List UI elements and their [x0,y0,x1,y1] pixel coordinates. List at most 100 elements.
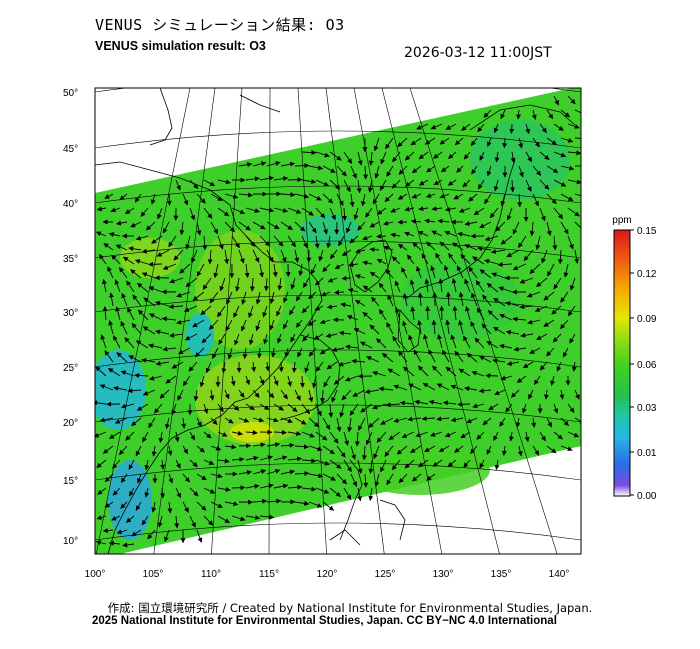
wind-arrow [294,389,301,401]
wind-arrow [350,473,358,487]
cb-label-0.15: 0.15 [637,226,657,237]
wind-arrow [470,137,478,147]
wind-arrow [96,515,107,520]
wind-arrow [471,292,478,307]
wind-arrow [136,473,142,484]
wind-arrow [95,540,107,546]
wind-arrow [179,263,191,274]
map-frame [94,87,582,555]
wind-arrow [161,316,177,322]
lat-label-45: 45° [63,144,78,155]
wind-arrow [157,515,163,528]
wind-arrow [203,459,215,465]
wind-arrow [95,231,107,237]
wind-arrow [96,459,107,468]
colorbar-unit: ppm [612,215,631,226]
wind-arrow [294,249,300,263]
simulation-domain [95,88,581,554]
wind-arrow [474,337,485,349]
wind-arrow [280,221,293,230]
lat-label-50: 50° [63,88,78,99]
wind-arrow [245,515,261,521]
wind-arrow [461,123,471,131]
wind-arrow [182,445,189,455]
wind-arrow [115,244,128,251]
wind-arrow [363,165,369,180]
wind-arrow [393,417,408,423]
wind-arrow [280,469,295,475]
wind-arrow [144,487,150,498]
wind-arrow [417,292,423,307]
wind-arrow [209,389,215,401]
wind-arrow [289,305,296,316]
wind-arrow [479,269,492,279]
wind-arrow [122,542,135,548]
wind-arrow [463,151,471,160]
wind-arrow [173,249,184,261]
wind-arrow [107,266,114,279]
wind-arrow [447,179,457,186]
wind-arrow [356,179,362,194]
wind-arrow [426,165,436,173]
wind-arrow [217,179,231,185]
wind-arrow [116,220,128,226]
wind-arrow [454,445,464,453]
wind-arrow [231,515,246,522]
wind-arrow [302,333,310,342]
wind-arrow [550,375,556,386]
wind-arrow [574,193,581,197]
wind-arrow [196,501,207,511]
wind-arrow [421,253,429,265]
wind-arrow [135,235,149,241]
wind-arrow [349,235,359,244]
wind-arrow [482,417,492,426]
wind-arrow [453,193,464,200]
wind-arrow [519,304,534,310]
wind-arrow [437,218,450,224]
wind-arrow [314,235,320,249]
wind-arrow [445,206,457,212]
wind-arrow [457,401,471,407]
wind-arrow [175,459,181,469]
wind-arrow [441,349,450,363]
wind-arrow [493,179,499,192]
wind-arrow [439,137,450,145]
wind-arrow [164,529,170,542]
wind-arrow [168,304,184,310]
wind-arrow [432,365,443,377]
wind-arrow [546,445,557,454]
wind-arrow [200,305,212,316]
wind-arrow [252,161,267,167]
wind-arrow [539,207,546,222]
wind-arrow [315,487,330,494]
wind-arrow [245,483,260,489]
wind-arrow [196,529,203,543]
wind-arrow [295,291,303,302]
wind-arrow [506,249,520,258]
wind-arrow [188,361,198,372]
wind-arrow [418,151,429,160]
wind-arrow [265,361,271,372]
wind-arrow [430,431,443,437]
wind-arrow [410,445,422,453]
wind-arrow [189,459,198,468]
wind-arrow [493,297,506,307]
wind-arrow [329,459,342,469]
wind-arrow [411,193,422,199]
wind-arrow [160,487,166,499]
wind-arrow [218,333,226,345]
wind-arrow [509,123,515,134]
wind-arrow [301,207,314,216]
wind-arrow [373,137,380,152]
wind-arrow [384,445,394,457]
wind-arrow [287,177,303,183]
wind-arrow [287,207,302,214]
wind-arrow [136,403,149,411]
wind-arrow [445,123,457,130]
wind-arrow [176,291,191,298]
wind-arrow [468,193,478,202]
wind-arrow [131,417,142,427]
wind-arrow [315,207,326,219]
wind-arrow [128,246,142,252]
wind-arrow [259,263,265,278]
